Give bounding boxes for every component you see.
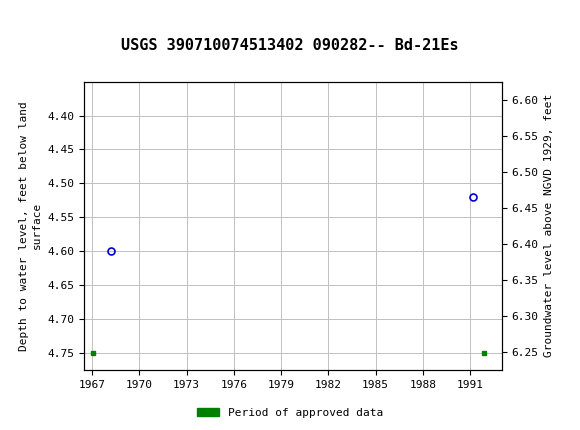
Text: USGS: USGS bbox=[39, 9, 90, 27]
Legend: Period of approved data: Period of approved data bbox=[193, 403, 387, 422]
Y-axis label: Groundwater level above NGVD 1929, feet: Groundwater level above NGVD 1929, feet bbox=[544, 94, 554, 357]
Text: USGS 390710074513402 090282-- Bd-21Es: USGS 390710074513402 090282-- Bd-21Es bbox=[121, 38, 459, 52]
Y-axis label: Depth to water level, feet below land
surface: Depth to water level, feet below land su… bbox=[19, 101, 42, 350]
